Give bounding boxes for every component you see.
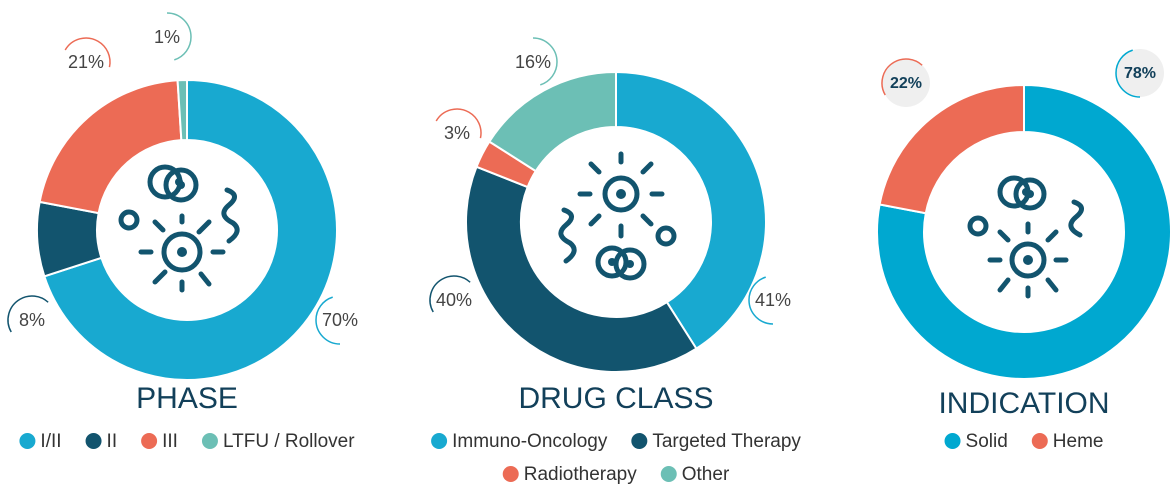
legend-swatch (86, 433, 102, 449)
value-label: 16% (515, 52, 551, 72)
chart-title: DRUG CLASS (518, 382, 713, 415)
legend-label: Radiotherapy (524, 464, 638, 485)
legend-row: Solid Heme (945, 431, 1104, 452)
legend-label: Heme (1053, 431, 1104, 452)
legend-label: III (162, 431, 178, 452)
legend-row: Radiotherapy Other (503, 464, 730, 485)
legend-label: II (107, 431, 118, 452)
chart-title: INDICATION (938, 387, 1109, 420)
legend-swatch (631, 433, 647, 449)
legend-row: Immuno-Oncology Targeted Therapy (431, 431, 801, 452)
value-label: 41% (755, 290, 791, 310)
page: 70%8%21%1%PHASEI/IIIIIIILTFU / Rollover4… (0, 0, 1173, 490)
legend-swatch (141, 433, 157, 449)
legend-swatch (661, 466, 677, 482)
legend-label: Targeted Therapy (652, 431, 801, 452)
legend-swatch (431, 433, 447, 449)
donut-slice (466, 167, 696, 372)
donut-slice (40, 80, 182, 213)
value-label: 21% (68, 52, 104, 72)
legend-swatch (945, 433, 961, 449)
microbe-icon (121, 167, 237, 290)
value-label: 40% (436, 290, 472, 310)
legend-label: Immuno-Oncology (452, 431, 608, 452)
legend-label: I/II (40, 431, 61, 452)
value-label: 1% (154, 27, 180, 47)
value-label: 3% (444, 123, 470, 143)
legend-swatch (19, 433, 35, 449)
legend-label: Other (682, 464, 730, 485)
legend-swatch (503, 466, 519, 482)
legend-swatch (1032, 433, 1048, 449)
chart-title: PHASE (136, 382, 238, 415)
value-label: 22% (890, 75, 922, 92)
donut-slice (616, 72, 766, 349)
legend-swatch (202, 433, 218, 449)
value-label: 70% (322, 310, 358, 330)
microbe-icon (561, 154, 674, 278)
legend-label: Solid (966, 431, 1008, 452)
legend-label: LTFU / Rollover (223, 431, 355, 452)
value-label: 78% (1124, 65, 1156, 82)
value-label: 8% (19, 310, 45, 330)
microbe-icon (970, 178, 1082, 296)
